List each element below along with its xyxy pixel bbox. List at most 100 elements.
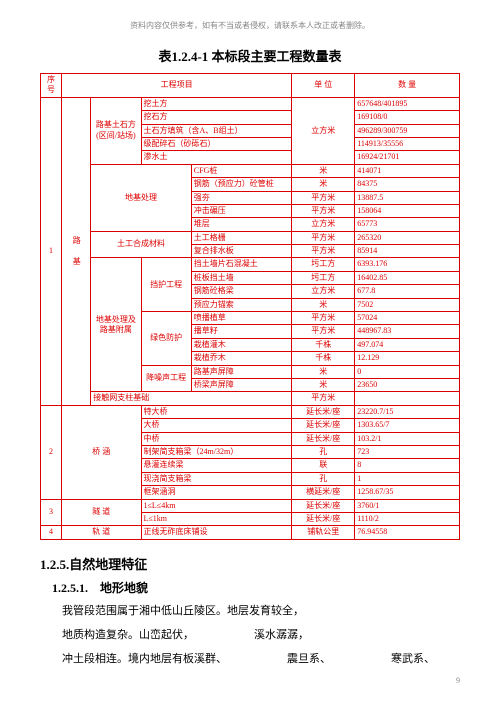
cell: 16924/21701 xyxy=(355,151,460,164)
cell: 堆层 xyxy=(191,218,292,231)
cell: 路基声屏障 xyxy=(191,365,292,378)
cell: 桥梁声屏障 xyxy=(191,378,292,391)
cell: 1303.65/7 xyxy=(355,419,460,432)
cell: 悬灌连续梁 xyxy=(141,459,292,472)
cell: 3 xyxy=(41,499,62,526)
cell: 84375 xyxy=(355,178,460,191)
para-1: 我管段范围属于湘中低山丘陵区。地层发育较全， xyxy=(40,600,460,622)
cell: 土工格栅 xyxy=(191,231,292,244)
cell: 强夯 xyxy=(191,191,292,204)
cell: 土工合成材料 xyxy=(91,231,192,258)
cell: 孔 xyxy=(292,472,355,485)
cell: 497.074 xyxy=(355,338,460,351)
cell: 栽植乔木 xyxy=(191,352,292,365)
cell: 播草籽 xyxy=(191,325,292,338)
cell: 723 xyxy=(355,445,460,458)
cell: 延长米/座 xyxy=(292,405,355,418)
cell: 1≤L≤4km xyxy=(141,499,292,512)
cell: 路 基 xyxy=(61,97,90,405)
cell: 114913/35556 xyxy=(355,137,460,150)
cell: 57024 xyxy=(355,312,460,325)
cell: 平方米 xyxy=(292,231,355,244)
cell: 立方米 xyxy=(292,218,355,231)
cell: 千株 xyxy=(292,338,355,351)
cell: 栽植灌木 xyxy=(191,338,292,351)
cell: 1110/2 xyxy=(355,512,460,525)
cell: 桩板挡土墙 xyxy=(191,271,292,284)
cell: 钢筋砼格梁 xyxy=(191,285,292,298)
cell: 挡护工程 xyxy=(141,258,191,312)
cell: 414071 xyxy=(355,164,460,177)
cell: 7502 xyxy=(355,298,460,311)
cell: 103.2/1 xyxy=(355,432,460,445)
cell: 挖石方 xyxy=(141,111,292,124)
cell: 13887.5 xyxy=(355,191,460,204)
cell: 76.94558 xyxy=(355,526,460,539)
cell: 延长米/座 xyxy=(292,432,355,445)
cell: 铺轨公里 xyxy=(292,526,355,539)
cell: 12.129 xyxy=(355,352,460,365)
cell: 0 xyxy=(355,365,460,378)
cell: 复合排水板 xyxy=(191,245,292,258)
section-125: 1.2.5.自然地理特征 xyxy=(40,554,460,573)
cell: 轨 道 xyxy=(61,526,141,539)
cell: 渗水土 xyxy=(141,151,292,164)
cell: 448967.83 xyxy=(355,325,460,338)
cell: 23220.7/15 xyxy=(355,405,460,418)
cell xyxy=(355,392,460,405)
cell: 挡土墙片石混凝土 xyxy=(191,258,292,271)
page-number: 9 xyxy=(40,676,460,685)
cell: 23650 xyxy=(355,378,460,391)
cell: 6393.176 xyxy=(355,258,460,271)
cell: 平方米 xyxy=(292,312,355,325)
cell: 隧 道 xyxy=(61,499,141,526)
cell: 米 xyxy=(292,378,355,391)
cell: L≤1km xyxy=(141,512,292,525)
cell: 联 xyxy=(292,459,355,472)
cell: 平方米 xyxy=(292,191,355,204)
cell: 158064 xyxy=(355,204,460,217)
cell: 延长米/座 xyxy=(292,499,355,512)
cell: 喷播植草 xyxy=(191,312,292,325)
cell: 延长米/座 xyxy=(292,512,355,525)
cell: 中桥 xyxy=(141,432,292,445)
cell: 大桥 xyxy=(141,419,292,432)
cell: 立方米 xyxy=(292,285,355,298)
cell: 横延米/座 xyxy=(292,486,355,499)
cell: 孔 xyxy=(292,445,355,458)
cell: 延长米/座 xyxy=(292,419,355,432)
cell: 地基处理 xyxy=(91,164,192,231)
cell: 米 xyxy=(292,178,355,191)
cell: 米 xyxy=(292,298,355,311)
cell: 地基处理及路基附属 xyxy=(91,258,141,392)
para-2: 地质构造复杂。山峦起伏，溪水潺潺， xyxy=(40,624,460,646)
cell: 平方米 xyxy=(292,204,355,217)
cell: 4 xyxy=(41,526,62,539)
top-note: 资料内容仅供参考，如有不当或者侵权，请联系本人改正或者删除。 xyxy=(40,20,460,31)
cell: 土石方填筑（含A、B组土） xyxy=(141,124,292,137)
cell: 钢筋（预应力）砼管桩 xyxy=(191,178,292,191)
cell: 265320 xyxy=(355,231,460,244)
th-project: 工程项目 xyxy=(61,74,291,98)
section-1251: 1.2.5.1. 地形地貌 xyxy=(40,579,460,596)
cell: 657648/401895 xyxy=(355,97,460,110)
cell: 65773 xyxy=(355,218,460,231)
main-table: 序号 工程项目 单 位 数 量 1 路 基 路基土石方(区间/站场) 挖土方 立… xyxy=(40,73,460,540)
cell: 169108/0 xyxy=(355,111,460,124)
cell: 85914 xyxy=(355,245,460,258)
cell: 框架涵洞 xyxy=(141,486,292,499)
cell: 路基土石方(区间/站场) xyxy=(91,97,141,164)
cell: 1 xyxy=(41,97,62,405)
cell: 正线无砟底床铺设 xyxy=(141,526,292,539)
cell: 平方米 xyxy=(292,245,355,258)
table-caption: 表1.2.4-1 本标段主要工程数量表 xyxy=(40,46,460,65)
th-seq: 序号 xyxy=(41,74,62,98)
cell: 制架简支箱梁（24m/32m） xyxy=(141,445,292,458)
th-qty: 数 量 xyxy=(355,74,460,98)
cell: 米 xyxy=(292,164,355,177)
cell: 米 xyxy=(292,365,355,378)
cell: 496289/300759 xyxy=(355,124,460,137)
cell: 千株 xyxy=(292,352,355,365)
th-unit: 单 位 xyxy=(292,74,355,98)
cell: CFG桩 xyxy=(191,164,292,177)
